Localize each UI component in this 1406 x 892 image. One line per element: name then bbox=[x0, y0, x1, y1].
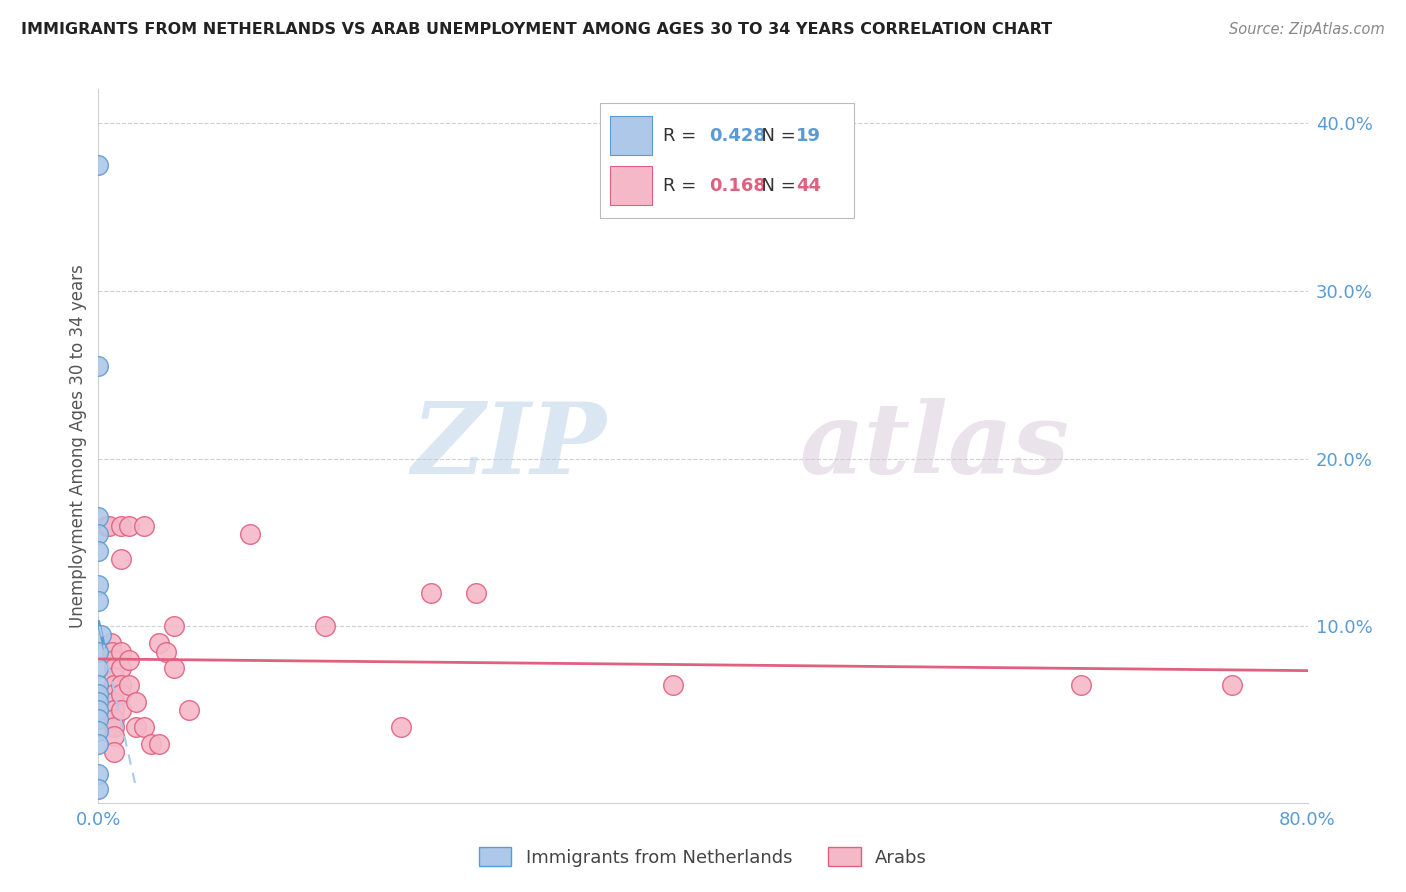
Point bbox=[132, 720, 155, 734]
Point bbox=[148, 636, 170, 650]
Point bbox=[163, 619, 186, 633]
Point bbox=[87, 510, 110, 524]
Point bbox=[103, 687, 125, 701]
Point bbox=[389, 720, 412, 734]
Text: 0.168: 0.168 bbox=[709, 177, 766, 194]
Point bbox=[87, 767, 110, 781]
Point bbox=[90, 628, 112, 642]
Text: ZIP: ZIP bbox=[412, 398, 606, 494]
Point bbox=[94, 518, 117, 533]
Point bbox=[87, 703, 110, 717]
Point bbox=[103, 703, 125, 717]
Text: atlas: atlas bbox=[800, 398, 1070, 494]
Point bbox=[87, 645, 110, 659]
Point bbox=[103, 670, 125, 684]
Point bbox=[87, 527, 110, 541]
Point bbox=[662, 678, 685, 692]
Point bbox=[148, 737, 170, 751]
Point bbox=[103, 712, 125, 726]
Point bbox=[155, 645, 177, 659]
Point bbox=[110, 645, 132, 659]
Point bbox=[87, 594, 110, 608]
Point bbox=[103, 729, 125, 743]
Point bbox=[101, 645, 124, 659]
Text: 19: 19 bbox=[796, 127, 821, 145]
Text: R =: R = bbox=[664, 177, 702, 194]
Text: N =: N = bbox=[751, 177, 801, 194]
Text: N =: N = bbox=[751, 127, 801, 145]
Point bbox=[87, 544, 110, 558]
Point bbox=[98, 518, 121, 533]
FancyBboxPatch shape bbox=[610, 166, 652, 205]
Point bbox=[103, 695, 125, 709]
Y-axis label: Unemployment Among Ages 30 to 34 years: Unemployment Among Ages 30 to 34 years bbox=[69, 264, 87, 628]
FancyBboxPatch shape bbox=[610, 116, 652, 155]
Point bbox=[110, 552, 132, 566]
Point bbox=[103, 720, 125, 734]
Point bbox=[87, 737, 110, 751]
Point bbox=[110, 518, 132, 533]
Point bbox=[87, 661, 110, 675]
Point bbox=[420, 586, 443, 600]
Point bbox=[110, 661, 132, 675]
Point bbox=[103, 746, 125, 760]
Point bbox=[103, 661, 125, 675]
Point bbox=[118, 678, 141, 692]
Point bbox=[87, 158, 110, 172]
Point bbox=[118, 653, 141, 667]
Point bbox=[110, 687, 132, 701]
Point bbox=[125, 720, 148, 734]
Point bbox=[118, 518, 141, 533]
Point bbox=[110, 678, 132, 692]
Point bbox=[179, 703, 201, 717]
Point bbox=[132, 518, 155, 533]
Text: Source: ZipAtlas.com: Source: ZipAtlas.com bbox=[1229, 22, 1385, 37]
FancyBboxPatch shape bbox=[600, 103, 855, 218]
Point bbox=[125, 695, 148, 709]
Point bbox=[87, 723, 110, 738]
Point bbox=[465, 586, 488, 600]
Point bbox=[87, 695, 110, 709]
Point bbox=[100, 636, 122, 650]
Point bbox=[314, 619, 336, 633]
Point bbox=[103, 653, 125, 667]
Point bbox=[103, 678, 125, 692]
Point bbox=[87, 359, 110, 374]
Point bbox=[87, 687, 110, 701]
Text: 0.428: 0.428 bbox=[709, 127, 766, 145]
Text: R =: R = bbox=[664, 127, 702, 145]
Point bbox=[1070, 678, 1092, 692]
Point bbox=[87, 678, 110, 692]
Point bbox=[87, 712, 110, 726]
Legend: Immigrants from Netherlands, Arabs: Immigrants from Netherlands, Arabs bbox=[470, 838, 936, 876]
Point bbox=[141, 737, 163, 751]
Point bbox=[87, 577, 110, 591]
Text: 44: 44 bbox=[796, 177, 821, 194]
Point bbox=[87, 782, 110, 797]
Point bbox=[239, 527, 262, 541]
Point bbox=[1220, 678, 1243, 692]
Point bbox=[163, 661, 186, 675]
Text: IMMIGRANTS FROM NETHERLANDS VS ARAB UNEMPLOYMENT AMONG AGES 30 TO 34 YEARS CORRE: IMMIGRANTS FROM NETHERLANDS VS ARAB UNEM… bbox=[21, 22, 1052, 37]
Point bbox=[110, 703, 132, 717]
